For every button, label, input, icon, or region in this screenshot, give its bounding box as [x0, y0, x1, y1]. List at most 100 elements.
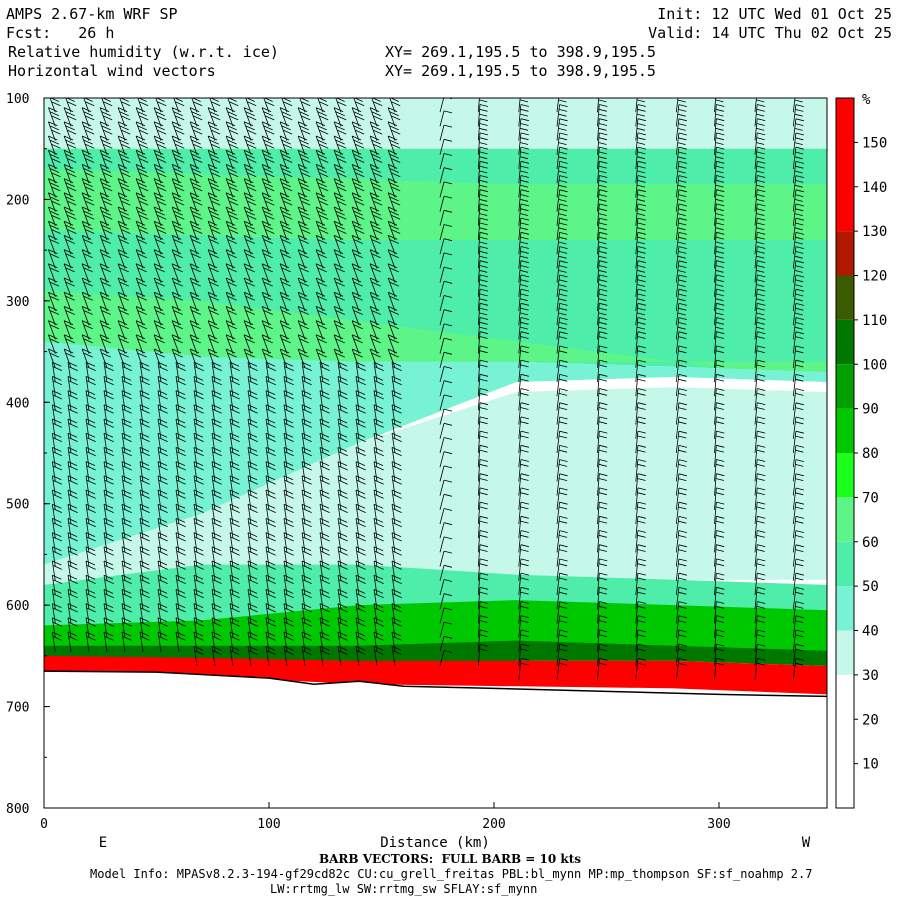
wind-barb	[193, 532, 204, 553]
wind-barb	[243, 263, 255, 283]
wind-barb	[439, 422, 453, 439]
wind-barb	[518, 501, 529, 525]
wind-barb	[635, 359, 646, 383]
wind-barb	[193, 418, 204, 439]
wind-barb	[297, 164, 311, 184]
wind-barb	[714, 530, 725, 553]
wind-barb	[247, 418, 258, 439]
wind-barb	[556, 331, 568, 354]
wind-barb	[171, 348, 183, 368]
wind-barb	[67, 503, 78, 525]
wind-barb	[754, 359, 766, 383]
wind-barb	[675, 217, 687, 241]
cross-section-xy-1: XY= 269.1,195.5 to 398.9,195.5	[385, 43, 656, 61]
wind-barb	[193, 432, 204, 454]
wind-barb	[319, 489, 330, 510]
wind-barb	[139, 390, 150, 411]
wind-barb	[387, 348, 399, 368]
wind-barb	[189, 149, 203, 170]
wind-barb	[63, 277, 75, 297]
wind-barb	[247, 589, 258, 610]
wind-barb	[135, 164, 149, 184]
wind-barb	[714, 302, 725, 326]
wind-barb	[265, 432, 276, 454]
wind-barb	[63, 334, 75, 354]
wind-barb	[117, 149, 131, 170]
wind-barb	[48, 206, 61, 226]
wind-barb	[135, 135, 149, 155]
colorbar-tick-label: 130	[862, 224, 887, 240]
wind-barb	[139, 546, 150, 567]
wind-barb	[157, 418, 168, 439]
wind-barb	[675, 359, 687, 383]
wind-barb	[99, 306, 111, 326]
wind-barb	[247, 560, 258, 581]
wind-barb	[518, 175, 529, 198]
wind-barb	[714, 146, 725, 170]
wind-barb	[556, 132, 568, 155]
wind-barb	[189, 206, 203, 226]
wind-barb	[439, 238, 453, 255]
wind-barb	[261, 263, 273, 283]
wind-barb	[189, 235, 201, 255]
wind-barb	[51, 560, 63, 581]
wind-barb	[153, 206, 167, 226]
wind-barb	[117, 277, 129, 297]
wind-barb	[171, 121, 185, 141]
wind-barb	[297, 277, 309, 297]
wind-barb	[477, 459, 489, 482]
wind-barb	[792, 402, 804, 425]
wind-barb	[369, 348, 381, 368]
wind-barb	[337, 589, 348, 610]
wind-barb	[714, 402, 725, 425]
wind-barb	[48, 121, 61, 141]
wind-barb	[635, 388, 646, 411]
wind-barb	[247, 532, 258, 553]
wind-barb	[51, 574, 63, 596]
wind-barb	[714, 459, 725, 482]
wind-barb	[211, 461, 222, 482]
wind-barb	[153, 121, 167, 141]
wind-barb	[99, 206, 113, 226]
wind-barb	[754, 615, 766, 638]
wind-barb	[675, 459, 687, 482]
colorbar-tick-label: 70	[862, 490, 879, 506]
wind-barb	[477, 260, 489, 283]
wind-barb	[754, 302, 766, 326]
wind-barb	[391, 503, 402, 525]
wind-barb	[597, 558, 608, 581]
wind-barb	[279, 121, 293, 141]
wind-barb	[373, 574, 384, 596]
wind-barb	[635, 487, 646, 510]
wind-barb	[229, 418, 240, 439]
wind-barb	[635, 629, 646, 652]
wind-barb	[635, 586, 646, 610]
wind-barb	[103, 390, 114, 411]
wind-barb	[157, 461, 168, 482]
wind-barb	[54, 98, 56, 99]
wind-barb	[157, 631, 168, 652]
wind-barb	[556, 558, 568, 581]
wind-barb	[117, 263, 129, 283]
wind-barb	[714, 657, 725, 681]
wind-barb	[556, 601, 568, 624]
wind-barb	[518, 572, 529, 596]
wind-barb	[171, 192, 185, 212]
wind-barb	[792, 658, 804, 681]
wind-barb	[714, 388, 725, 411]
wind-barb	[477, 601, 489, 624]
wind-barb	[355, 532, 366, 553]
x-axis-label: Distance (km)	[380, 835, 490, 851]
wind-barb	[792, 430, 804, 454]
wind-barb	[387, 334, 399, 354]
wind-barb	[355, 461, 366, 482]
wind-barb	[283, 546, 294, 567]
wind-barb	[301, 404, 312, 425]
wind-barb	[373, 589, 384, 610]
wind-barb	[319, 475, 330, 496]
wind-barb	[754, 430, 766, 454]
wind-barb	[369, 206, 383, 226]
wind-barb	[439, 550, 453, 567]
wind-barb	[315, 149, 329, 170]
wind-barb	[337, 518, 348, 539]
